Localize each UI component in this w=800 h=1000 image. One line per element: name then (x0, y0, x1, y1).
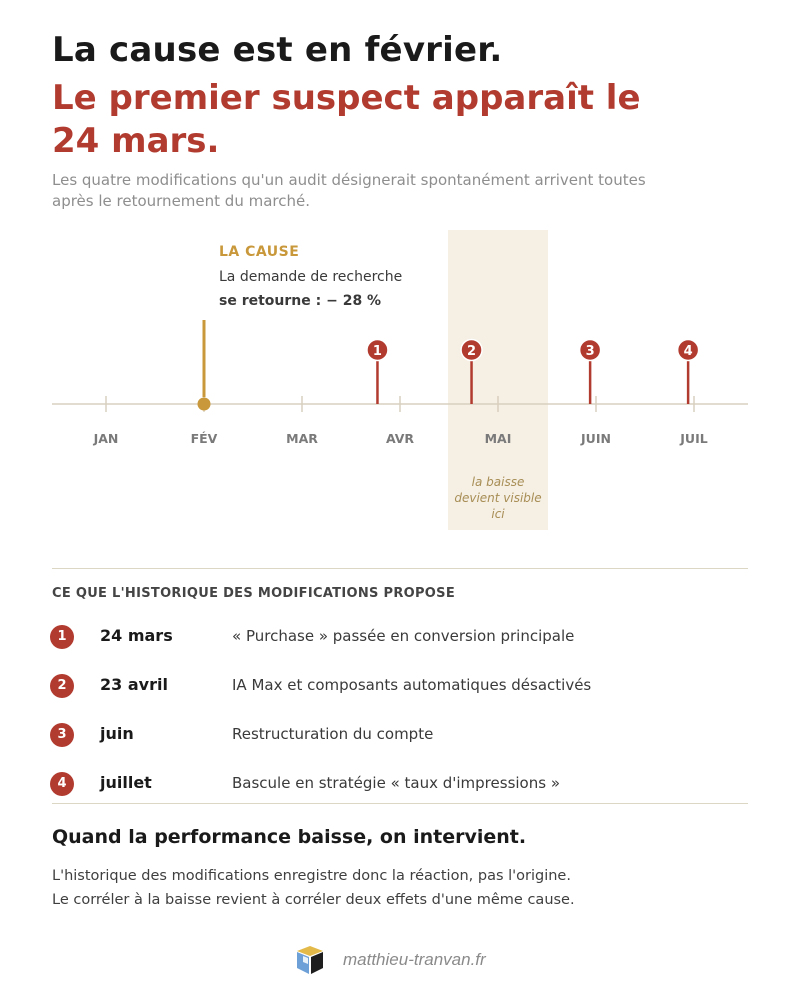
change-marker-dot (578, 338, 602, 362)
page-title: La cause est en février. (52, 30, 503, 70)
band-note: la baisse devient visible ici (454, 475, 542, 521)
change-marker-dot (460, 338, 483, 362)
visibility-band (448, 230, 548, 530)
cause-description: La demande de recherche (219, 269, 403, 285)
site-link[interactable]: matthieu-tranvan.fr (343, 950, 486, 969)
month-labels: JAN FÉV MAR AVR MAI JUIN JUIL (93, 431, 708, 446)
month-label: FÉV (191, 431, 218, 446)
change-date: juin (100, 724, 134, 743)
month-label: JUIN (580, 431, 611, 446)
conclusion-line: Le corréler à la baisse revient à corrél… (52, 892, 575, 908)
change-description: IA Max et composants automatiques désact… (232, 676, 592, 694)
section-title: CE QUE L'HISTORIQUE DES MODIFICATIONS PR… (52, 586, 456, 601)
change-date: 23 avril (100, 675, 168, 694)
change-marker-dot (366, 338, 389, 362)
change-description: Bascule en stratégie « taux d'impression… (232, 774, 560, 792)
cube-logo-icon[interactable] (294, 944, 326, 976)
timeline-diagram: JAN FÉV MAR AVR MAI JUIN JUIL 1 2 3 4 (52, 230, 748, 530)
conclusion-title: Quand la performance baisse, on intervie… (52, 826, 527, 848)
change-badge: 3 (50, 723, 74, 747)
change-date: 24 mars (100, 626, 173, 645)
conclusion-body: L'historique des modifications enregistr… (52, 864, 752, 912)
change-marker: 3 (578, 338, 602, 404)
change-marker-number: 1 (373, 344, 382, 359)
cause-marker (197, 320, 211, 411)
change-badge: 2 (50, 674, 74, 698)
cause-tag: LA CAUSE (219, 244, 300, 260)
change-marker: 2 (460, 338, 483, 404)
page-subtitle: Les quatre modifications qu'un audit dés… (52, 171, 646, 210)
divider (52, 803, 748, 804)
change-description: Restructuration du compte (232, 725, 434, 743)
change-marker: 1 (366, 338, 389, 404)
cause-dot (197, 397, 211, 411)
change-date: juillet (100, 773, 152, 792)
change-marker-number: 2 (467, 344, 476, 359)
page-highlight: Le premier suspect apparaît le 24 mars. (52, 78, 641, 161)
change-description: « Purchase » passée en conversion princi… (232, 627, 575, 645)
change-badge: 1 (50, 625, 74, 649)
month-label: JUIL (679, 431, 707, 446)
change-marker-number: 4 (684, 344, 693, 359)
cause-value: se retourne : − 28 % (219, 293, 382, 309)
conclusion-line: L'historique des modifications enregistr… (52, 868, 571, 884)
month-label: MAI (485, 431, 512, 446)
change-badge: 4 (50, 772, 74, 796)
change-markers: 1 2 3 4 (366, 338, 700, 404)
divider (52, 568, 748, 569)
month-label: MAR (286, 431, 318, 446)
change-marker-dot (676, 338, 700, 362)
change-marker-number: 3 (586, 344, 595, 359)
month-label: AVR (386, 431, 414, 446)
month-label: JAN (93, 431, 119, 446)
change-marker: 4 (676, 338, 700, 404)
